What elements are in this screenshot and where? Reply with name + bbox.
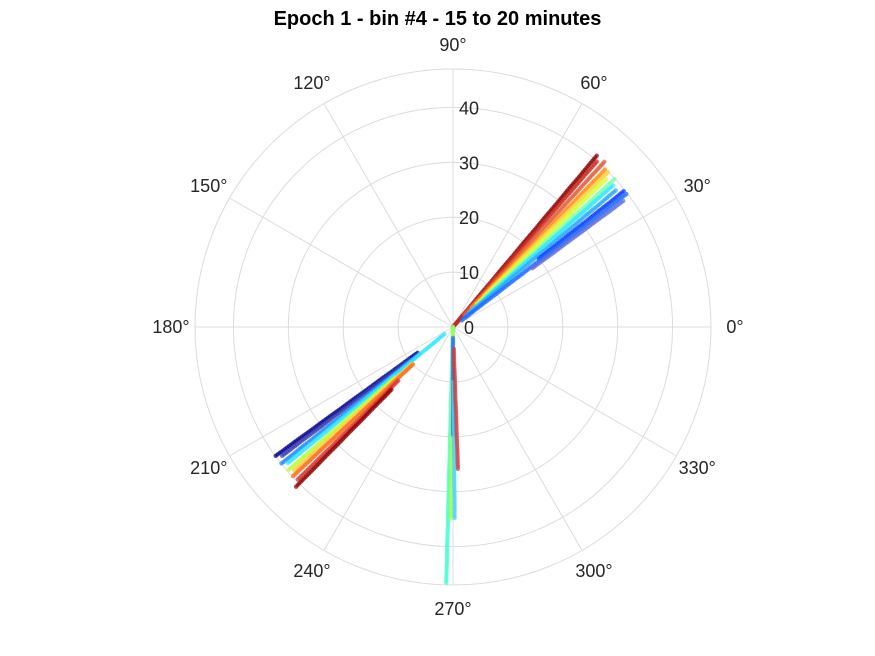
angle-gridline-210 (229, 326, 454, 457)
data-point (452, 515, 457, 521)
data-point (273, 453, 278, 458)
data-point (605, 169, 611, 175)
angle-tick-label: 120° (293, 73, 330, 93)
data-point (448, 516, 453, 521)
data-point (293, 484, 299, 489)
data-point (624, 191, 629, 197)
data-point (610, 183, 616, 188)
data-point (455, 466, 461, 471)
angle-gridline-300 (452, 326, 583, 551)
data-point (621, 198, 626, 204)
data-point (602, 167, 608, 172)
data-point (594, 159, 599, 164)
angle-tick-label: 270° (434, 599, 471, 619)
data-point (602, 159, 607, 165)
data-point (285, 460, 291, 466)
angle-tick-label: 90° (439, 35, 466, 55)
chart-title: Epoch 1 - bin #4 - 15 to 20 minutes (273, 8, 602, 30)
data-points (273, 153, 629, 586)
radius-tick-label: 0 (464, 318, 474, 338)
angle-gridline-60 (452, 103, 583, 328)
data-point (290, 473, 296, 479)
angle-tick-label: 210° (190, 458, 227, 478)
radius-tick-label: 20 (459, 208, 479, 228)
data-point (295, 477, 301, 482)
radius-tick-label: 40 (459, 98, 479, 118)
angle-tick-label: 0° (726, 317, 743, 337)
data-point (612, 176, 617, 182)
data-point (603, 177, 609, 182)
radius-tick-label: 30 (459, 153, 479, 173)
angle-tick-label: 150° (190, 176, 227, 196)
angle-tick-label: 30° (684, 176, 711, 196)
data-point (279, 461, 284, 466)
angle-tick-label: 60° (580, 73, 607, 93)
angle-gridline-240 (323, 326, 454, 551)
data-point (279, 453, 285, 458)
angle-tick-label: 240° (293, 561, 330, 581)
angle-tick-label: 180° (152, 317, 189, 337)
angle-gridline-30 (452, 197, 677, 328)
angle-gridline-330 (452, 326, 677, 457)
data-point (621, 188, 626, 194)
data-point (594, 153, 599, 158)
angle-tick-label: 330° (679, 458, 716, 478)
tick-labels: 0° 30° 60° 90° 120° 150° 180° 210° 240° 270° 300° 3… (152, 35, 743, 619)
angle-gridline-120 (323, 103, 454, 328)
angle-gridline-150 (229, 197, 454, 328)
data-point (444, 580, 449, 586)
data-point (613, 188, 618, 193)
radius-tick-label: 10 (459, 263, 479, 283)
angle-tick-label: 300° (575, 561, 612, 581)
data-point (286, 467, 292, 472)
